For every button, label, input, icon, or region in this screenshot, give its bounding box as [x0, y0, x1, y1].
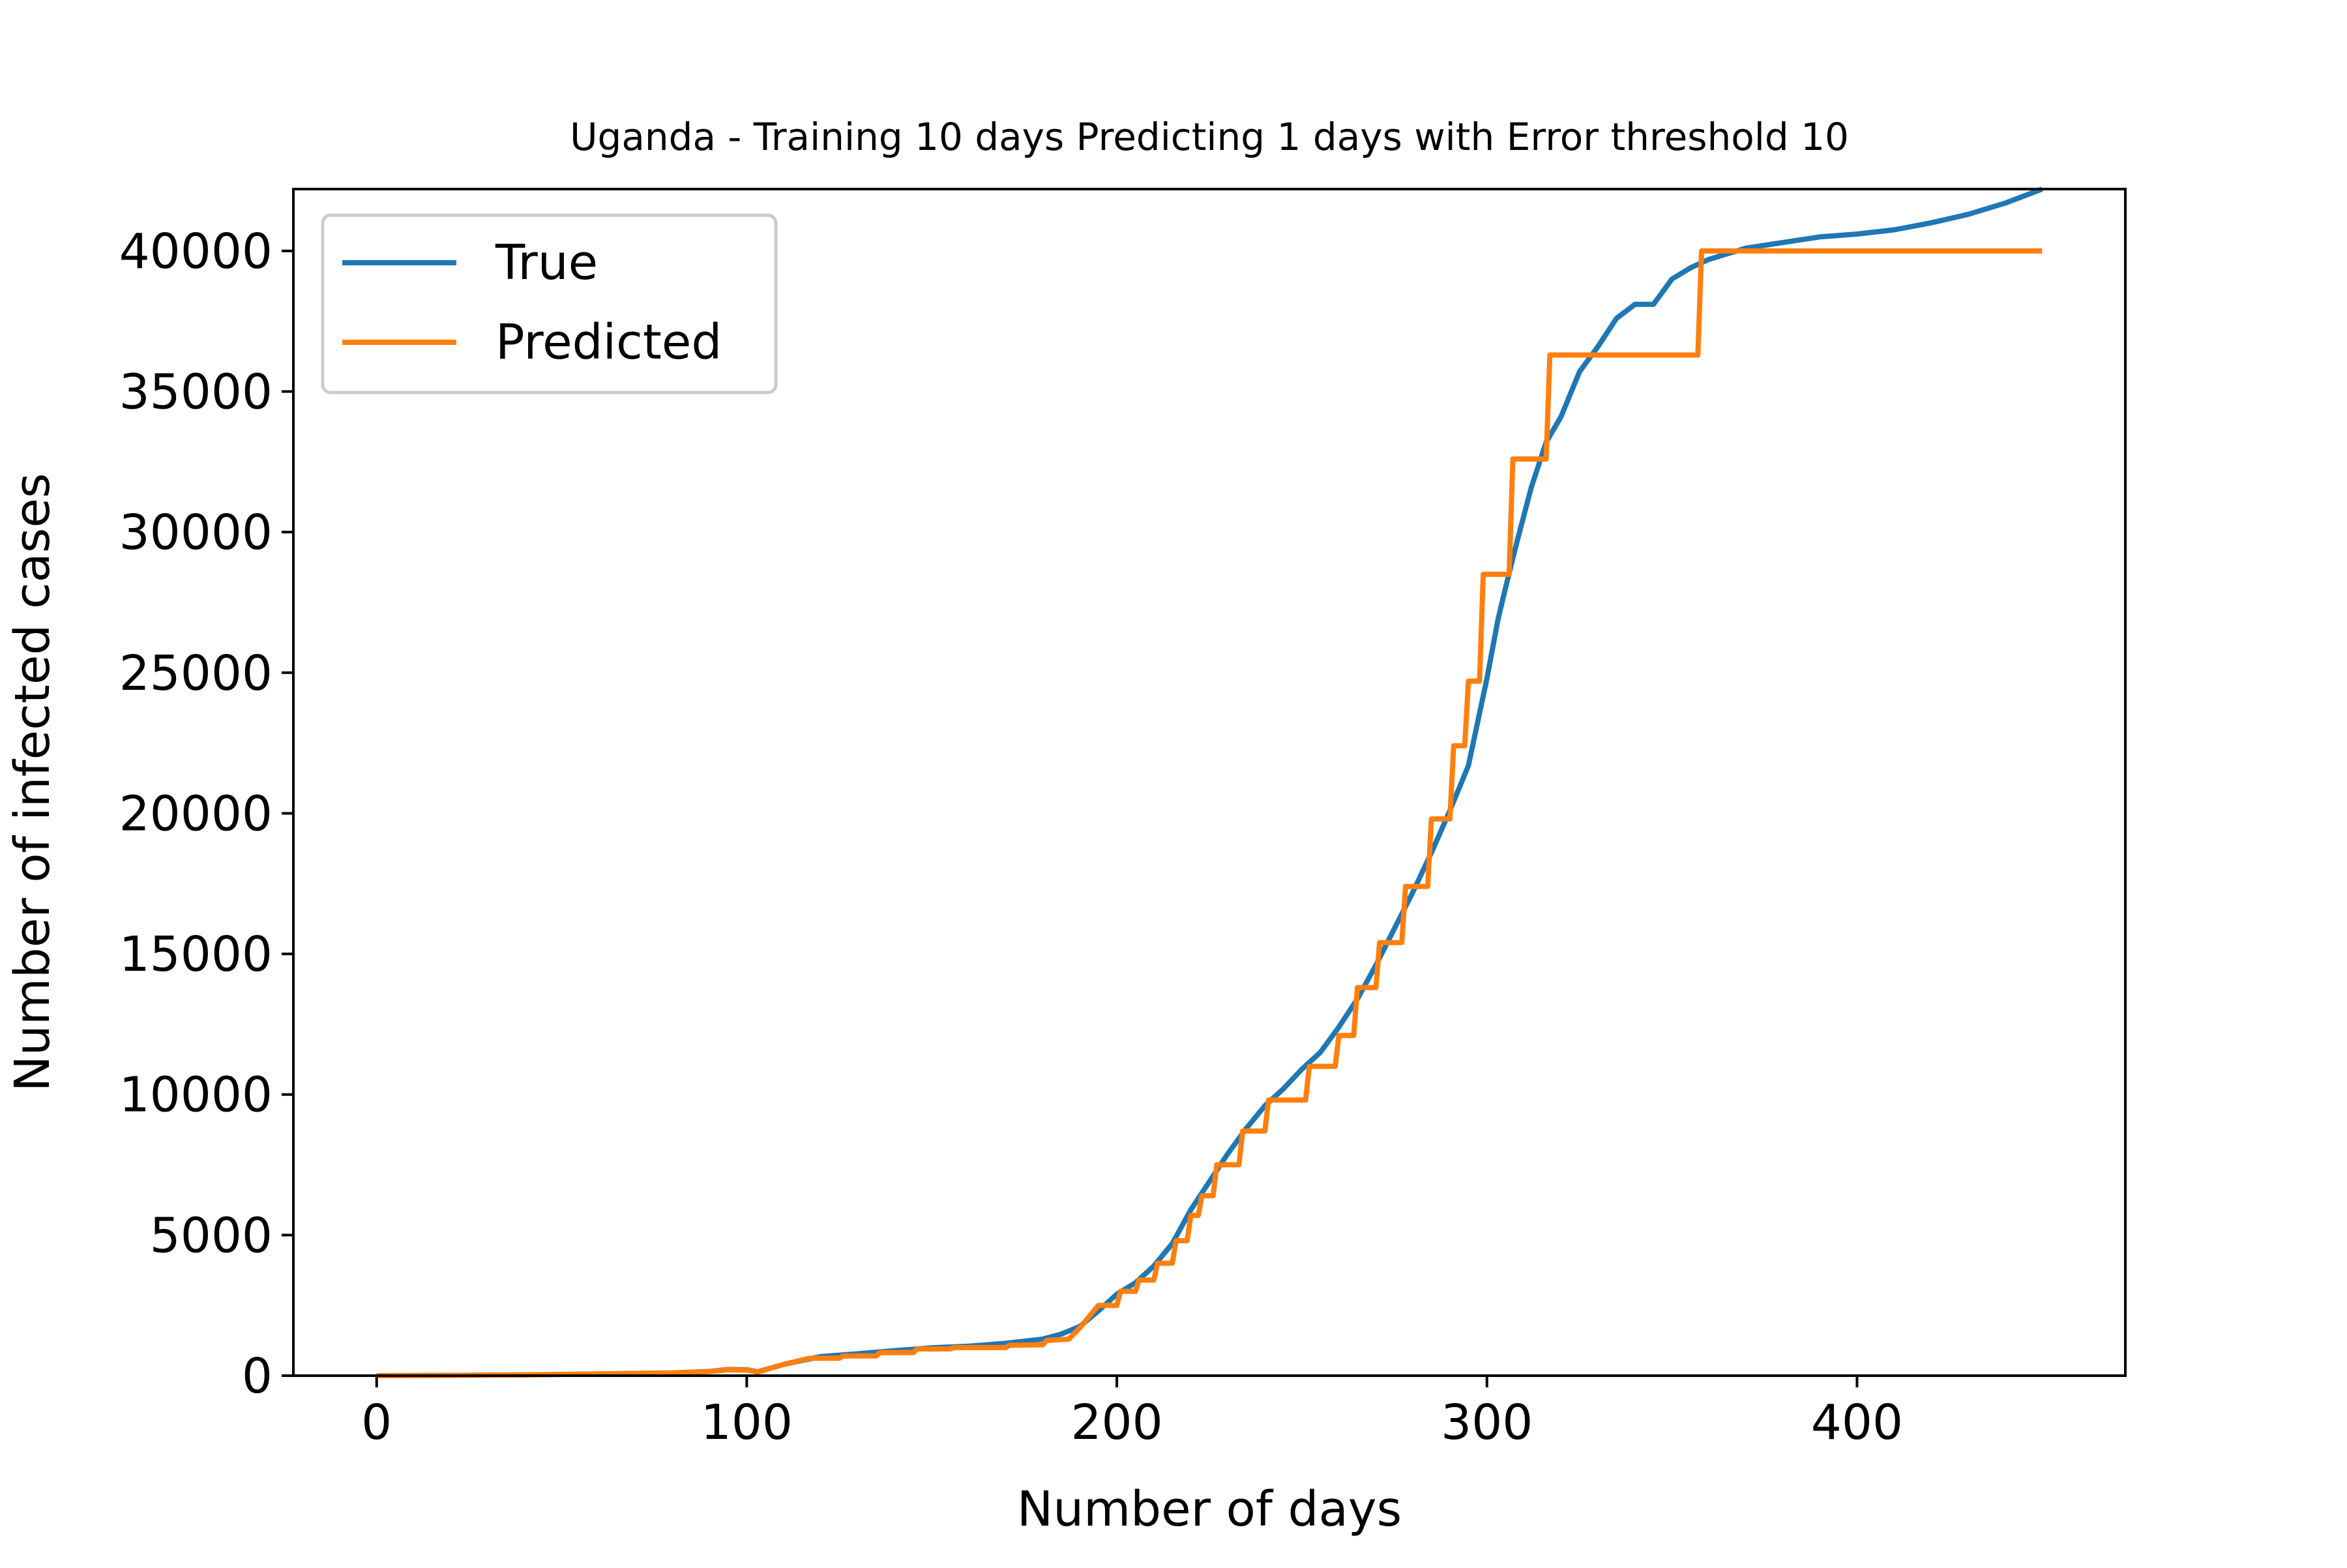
- x-tick-label: 0: [361, 1395, 392, 1451]
- y-tick-label: 40000: [119, 224, 273, 280]
- x-axis-label: Number of days: [1017, 1481, 1402, 1537]
- y-tick-label: 25000: [119, 645, 273, 702]
- y-axis-label: Number of infected cases: [5, 473, 61, 1091]
- legend: True Predicted: [321, 213, 778, 394]
- series-line-predicted: [376, 248, 2043, 1378]
- chart-title: Uganda - Training 10 days Predicting 1 d…: [570, 115, 1849, 159]
- y-tick-label: 15000: [119, 926, 273, 983]
- y-tick-label: 0: [242, 1348, 273, 1404]
- y-tick-label: 20000: [119, 786, 273, 842]
- x-tick-label: 200: [1070, 1395, 1162, 1451]
- x-tick-label: 400: [1811, 1395, 1903, 1451]
- y-tick-label: 30000: [119, 505, 273, 561]
- x-tick-label: 100: [701, 1395, 793, 1451]
- legend-label-predicted: Predicted: [495, 314, 722, 370]
- y-tick-label: 35000: [119, 364, 273, 421]
- y-tick-label: 5000: [150, 1207, 273, 1264]
- plot-frame: [292, 188, 2127, 1377]
- legend-box: [321, 213, 778, 394]
- y-tick-label: 10000: [119, 1067, 273, 1123]
- x-tick-label: 300: [1441, 1395, 1533, 1451]
- legend-label-true: True: [495, 235, 598, 291]
